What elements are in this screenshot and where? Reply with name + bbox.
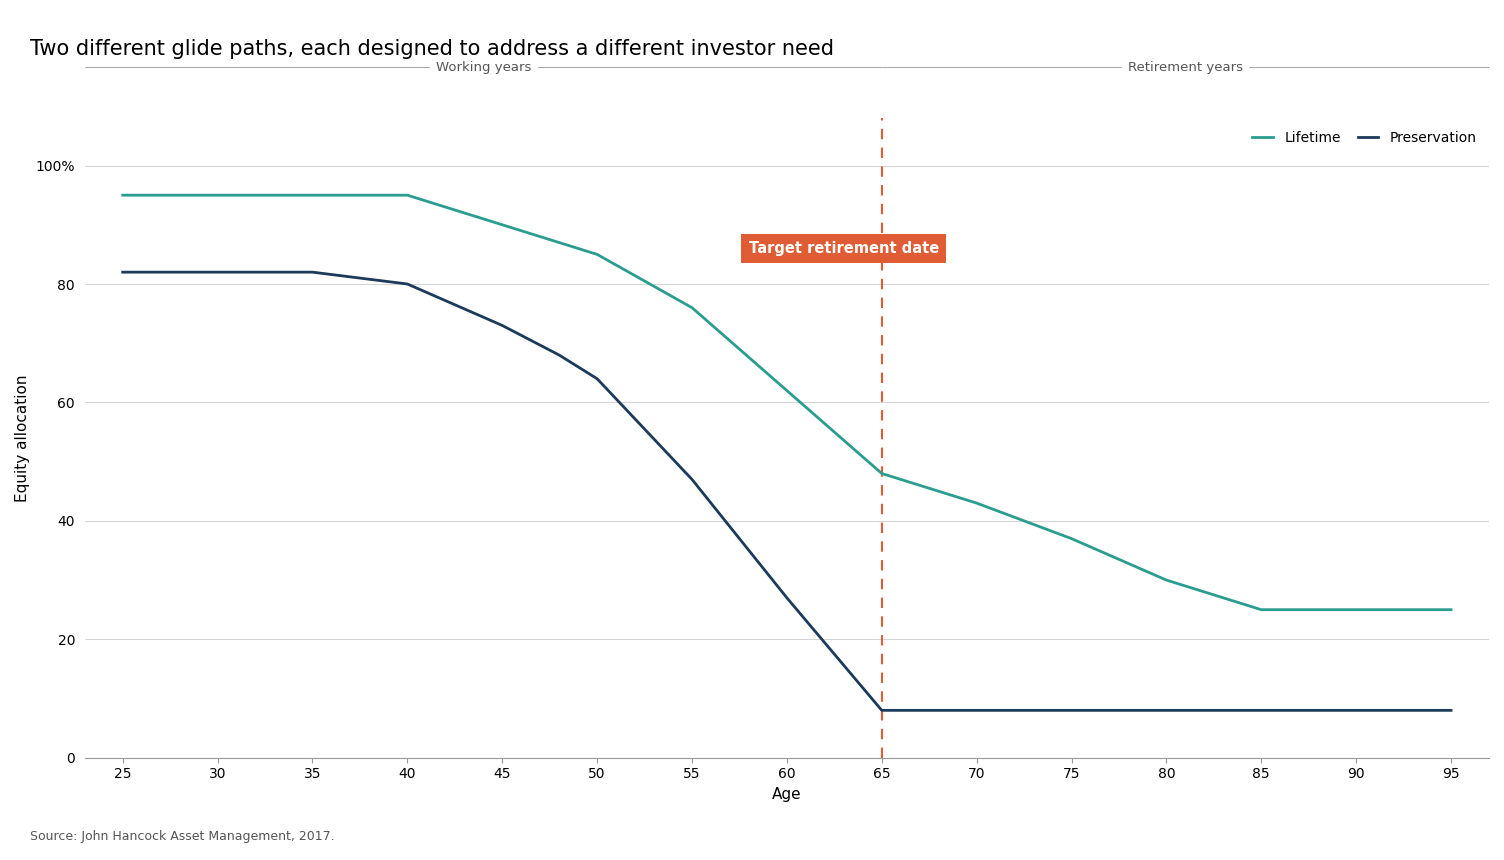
X-axis label: Age: Age [772,787,802,802]
Text: Retirement years: Retirement years [1128,60,1242,74]
Y-axis label: Equity allocation: Equity allocation [15,374,30,501]
Text: Working years: Working years [436,60,531,74]
Legend: Lifetime, Preservation: Lifetime, Preservation [1247,126,1481,150]
Text: Target retirement date: Target retirement date [749,241,938,256]
Text: Source: John Hancock Asset Management, 2017.: Source: John Hancock Asset Management, 2… [30,830,335,843]
Text: Two different glide paths, each designed to address a different investor need: Two different glide paths, each designed… [30,39,835,58]
